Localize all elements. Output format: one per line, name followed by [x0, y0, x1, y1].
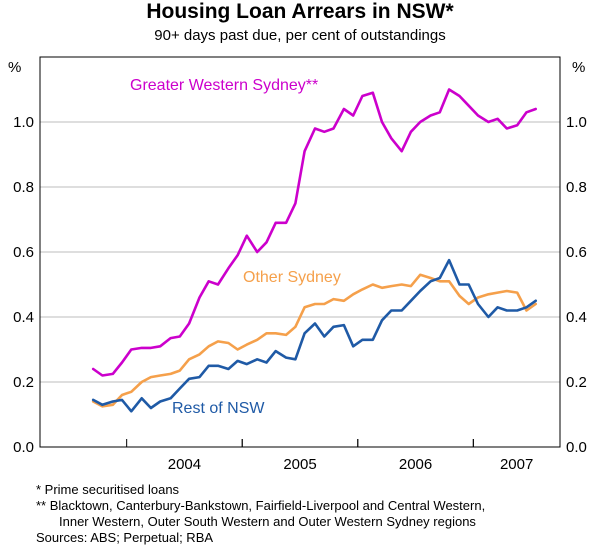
plot-frame [39, 56, 561, 448]
y-tick-label-left: 0.8 [13, 179, 34, 196]
footnotes: * Prime securitised loans ** Blacktown, … [36, 482, 485, 546]
series-label-other-sydney: Other Sydney [243, 269, 341, 286]
series-line-0 [91, 88, 538, 377]
chart-subtitle: 90+ days past due, per cent of outstandi… [154, 27, 446, 44]
y-tick-label-right: 0.4 [566, 309, 587, 326]
y-unit-right: % [572, 59, 585, 76]
footnote-prime: * Prime securitised loans [36, 482, 180, 497]
series-line-1 [91, 273, 538, 408]
y-tick-label-left: 1.0 [13, 114, 34, 131]
y-tick-label-right: 1.0 [566, 114, 587, 131]
x-tick-label: 2005 [283, 456, 316, 473]
y-tick-label-right: 0.8 [566, 179, 587, 196]
chart-svg: 0.0 0.0 0.2 0.2 0.4 0.4 0.6 0.6 0.8 0.8 1.0 1.0 2004… [8, 56, 587, 473]
footnote-regions: ** Blacktown, Canterbury-Bankstown, Fair… [36, 498, 486, 513]
y-tick-label-right: 0.0 [566, 439, 587, 456]
x-tick-label: 2007 [500, 456, 533, 473]
y-tick-label-right: 0.2 [566, 374, 587, 391]
y-tick-label-right: 0.6 [566, 244, 587, 261]
x-tick-label: 2004 [168, 456, 201, 473]
y-tick-label-left: 0.4 [13, 309, 34, 326]
gridlines [40, 121, 560, 383]
series-line-2 [91, 258, 538, 413]
chart-title: Housing Loan Arrears in NSW* [146, 0, 454, 23]
series-lines [91, 88, 538, 413]
y-tick-label-left: 0.0 [13, 439, 34, 456]
footnote-regions-cont: Inner Western, Outer South Western and O… [59, 514, 476, 529]
y-tick-label-left: 0.2 [13, 374, 34, 391]
series-label-rest-of-nsw: Rest of NSW [172, 400, 265, 417]
x-tick-label: 2006 [399, 456, 432, 473]
axis-labels: 0.0 0.0 0.2 0.2 0.4 0.4 0.6 0.6 0.8 0.8 1.0 1.0 2004… [13, 114, 587, 473]
footnote-sources: Sources: ABS; Perpetual; RBA [36, 530, 214, 545]
y-unit-left: % [8, 59, 21, 76]
y-tick-label-left: 0.6 [13, 244, 34, 261]
series-label-greater-western-sydney: Greater Western Sydney** [130, 77, 318, 94]
